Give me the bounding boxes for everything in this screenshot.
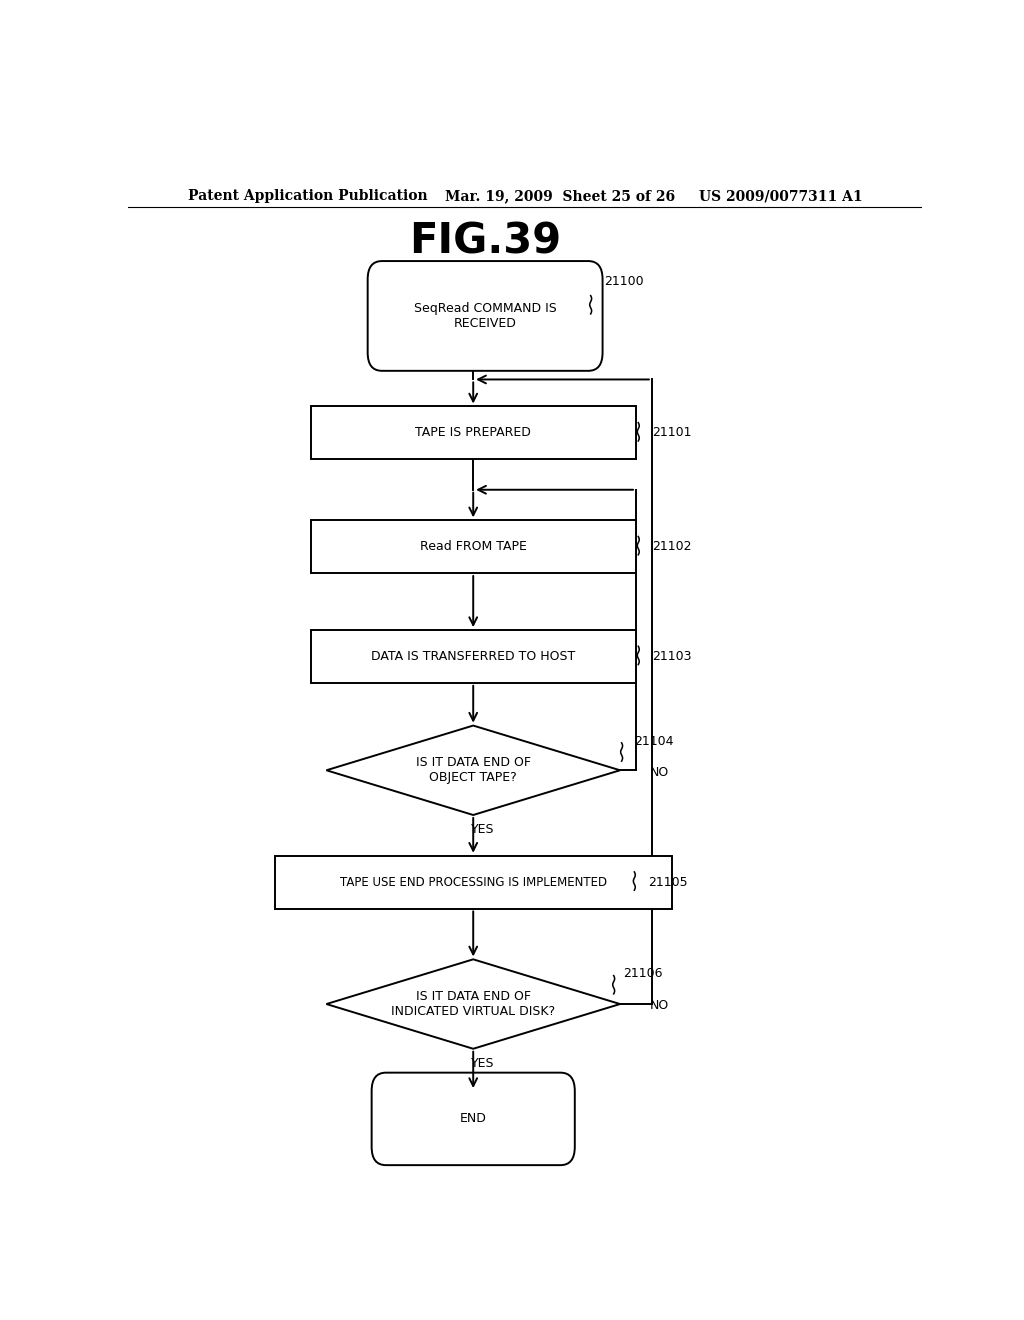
Text: 21102: 21102	[652, 540, 691, 553]
Text: IS IT DATA END OF
OBJECT TAPE?: IS IT DATA END OF OBJECT TAPE?	[416, 756, 530, 784]
Text: Patent Application Publication: Patent Application Publication	[187, 189, 427, 203]
Text: 21103: 21103	[652, 649, 691, 663]
Text: 21105: 21105	[648, 875, 687, 888]
Text: NO: NO	[649, 998, 669, 1011]
Text: FIG.39: FIG.39	[409, 220, 561, 263]
Text: TAPE IS PREPARED: TAPE IS PREPARED	[416, 426, 531, 440]
Text: NO: NO	[650, 766, 670, 779]
Bar	[310, 520, 636, 573]
Bar	[274, 855, 672, 908]
Text: US 2009/0077311 A1: US 2009/0077311 A1	[699, 189, 863, 203]
Polygon shape	[327, 726, 620, 814]
Text: Mar. 19, 2009  Sheet 25 of 26: Mar. 19, 2009 Sheet 25 of 26	[445, 189, 676, 203]
Text: 21106: 21106	[624, 966, 663, 979]
Text: YES: YES	[471, 1057, 495, 1071]
FancyBboxPatch shape	[372, 1073, 574, 1166]
FancyBboxPatch shape	[368, 261, 602, 371]
Text: TAPE USE END PROCESSING IS IMPLEMENTED: TAPE USE END PROCESSING IS IMPLEMENTED	[340, 875, 607, 888]
Bar	[310, 630, 636, 682]
Text: DATA IS TRANSFERRED TO HOST: DATA IS TRANSFERRED TO HOST	[371, 649, 575, 663]
Text: IS IT DATA END OF
INDICATED VIRTUAL DISK?: IS IT DATA END OF INDICATED VIRTUAL DISK…	[391, 990, 555, 1018]
Text: 21100: 21100	[604, 276, 644, 289]
Text: 21104: 21104	[634, 735, 674, 748]
Text: 21101: 21101	[652, 426, 691, 440]
Text: YES: YES	[471, 824, 495, 836]
Text: Read FROM TAPE: Read FROM TAPE	[420, 540, 526, 553]
Polygon shape	[327, 960, 620, 1049]
Bar	[310, 407, 636, 459]
Text: SeqRead COMMAND IS
RECEIVED: SeqRead COMMAND IS RECEIVED	[414, 302, 556, 330]
Text: END: END	[460, 1113, 486, 1126]
